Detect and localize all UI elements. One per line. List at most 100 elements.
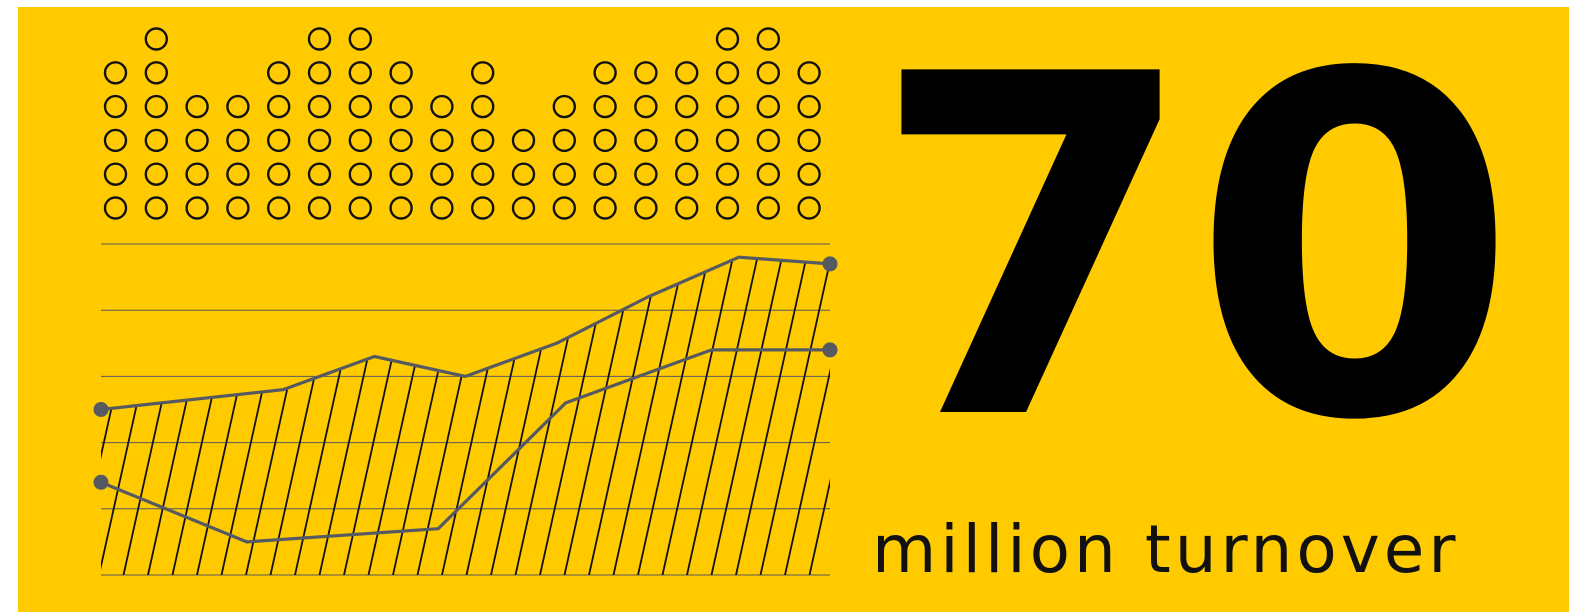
- circle-marker: [389, 128, 413, 153]
- circle-marker: [593, 196, 617, 220]
- circle-marker: [389, 94, 413, 119]
- hatch-line: [101, 257, 105, 575]
- circle-marker: [797, 94, 821, 119]
- circle-marker: [144, 128, 169, 153]
- circle-marker: [797, 196, 821, 220]
- circle-marker: [307, 94, 332, 119]
- circle-marker: [511, 196, 536, 220]
- circle-marker: [226, 94, 250, 119]
- circle-marker: [103, 196, 128, 220]
- circle-marker: [389, 196, 413, 220]
- circle-marker: [593, 61, 617, 85]
- hatch-line: [710, 257, 791, 575]
- circle-marker: [715, 27, 740, 51]
- circle-marker: [267, 94, 291, 119]
- series-endpoint-dot: [93, 402, 109, 417]
- circle-marker: [430, 94, 454, 119]
- circle-marker: [389, 61, 413, 85]
- circle-marker: [593, 162, 617, 186]
- circle-marker: [797, 61, 821, 85]
- circle-marker: [307, 61, 332, 85]
- series-endpoint-dot: [822, 342, 838, 358]
- circle-marker: [471, 128, 495, 153]
- circle-marker: [430, 162, 454, 186]
- circle-marker: [715, 94, 740, 119]
- circle-marker: [267, 61, 291, 85]
- circle-marker: [756, 162, 780, 186]
- circle-marker: [797, 128, 821, 153]
- circle-marker: [103, 128, 128, 153]
- circle-marker: [675, 128, 699, 153]
- hatch-line: [416, 257, 497, 575]
- circle-marker: [307, 27, 332, 51]
- circle-marker: [348, 128, 372, 153]
- circle-marker: [185, 128, 209, 153]
- circle-columns-chart: [103, 27, 821, 220]
- hatch-line: [196, 257, 276, 575]
- hatch-line: [490, 257, 570, 575]
- infographic-panel: [18, 7, 1569, 612]
- hatch-line: [637, 257, 717, 575]
- circle-marker: [144, 94, 169, 119]
- circle-marker: [756, 196, 780, 220]
- gridlines: [101, 243, 830, 576]
- circle-marker: [348, 162, 372, 186]
- circle-marker: [756, 94, 780, 119]
- hatched-area: [101, 257, 830, 575]
- circle-marker: [715, 61, 740, 85]
- circle-marker: [552, 94, 576, 119]
- hatch-line: [784, 257, 830, 575]
- circle-marker: [552, 162, 576, 186]
- circle-marker: [634, 128, 658, 153]
- circle-marker: [267, 128, 291, 153]
- circle-marker: [430, 128, 454, 153]
- circle-marker: [471, 94, 495, 119]
- hatch-line: [343, 257, 423, 575]
- circle-marker: [715, 196, 740, 220]
- circle-marker: [144, 61, 169, 85]
- circle-marker: [144, 27, 169, 51]
- hatch-line: [220, 257, 301, 575]
- circle-marker: [267, 162, 291, 186]
- circle-marker: [756, 61, 780, 85]
- circle-marker: [675, 196, 699, 220]
- circle-marker: [756, 128, 780, 153]
- series-line-2: [100, 348, 830, 544]
- circle-marker: [715, 128, 740, 153]
- circle-marker: [103, 61, 128, 85]
- circle-marker: [348, 196, 372, 220]
- hatch-line: [514, 257, 595, 575]
- hatch-line: [269, 257, 350, 575]
- circle-marker: [307, 128, 332, 153]
- circle-marker: [103, 162, 128, 186]
- circle-marker: [593, 94, 617, 119]
- circle-marker: [715, 162, 740, 186]
- circle-marker: [552, 196, 576, 220]
- hatch-line: [101, 257, 178, 575]
- circle-marker: [226, 196, 250, 220]
- circle-marker: [185, 162, 209, 186]
- circle-marker: [226, 162, 250, 186]
- hatch-line: [441, 257, 521, 575]
- circle-marker: [552, 128, 576, 153]
- headline-number: 70: [870, 0, 1518, 523]
- hatch-line: [367, 257, 448, 575]
- series-endpoint-dot: [93, 474, 109, 490]
- circle-marker: [430, 196, 454, 220]
- hatch-line: [588, 257, 668, 575]
- circle-marker: [593, 128, 617, 153]
- circle-marker: [634, 196, 658, 220]
- hatch-line: [245, 257, 325, 575]
- circle-marker: [144, 162, 169, 186]
- circle-marker: [471, 162, 495, 186]
- circle-marker: [471, 196, 495, 220]
- circle-marker: [389, 162, 413, 186]
- hatch-line: [392, 257, 472, 575]
- circle-marker: [348, 94, 372, 119]
- series-endpoint-dot: [822, 256, 838, 272]
- circle-marker: [675, 94, 699, 119]
- series-line-1: [100, 255, 831, 412]
- circle-marker: [307, 196, 332, 220]
- circle-marker: [226, 128, 250, 153]
